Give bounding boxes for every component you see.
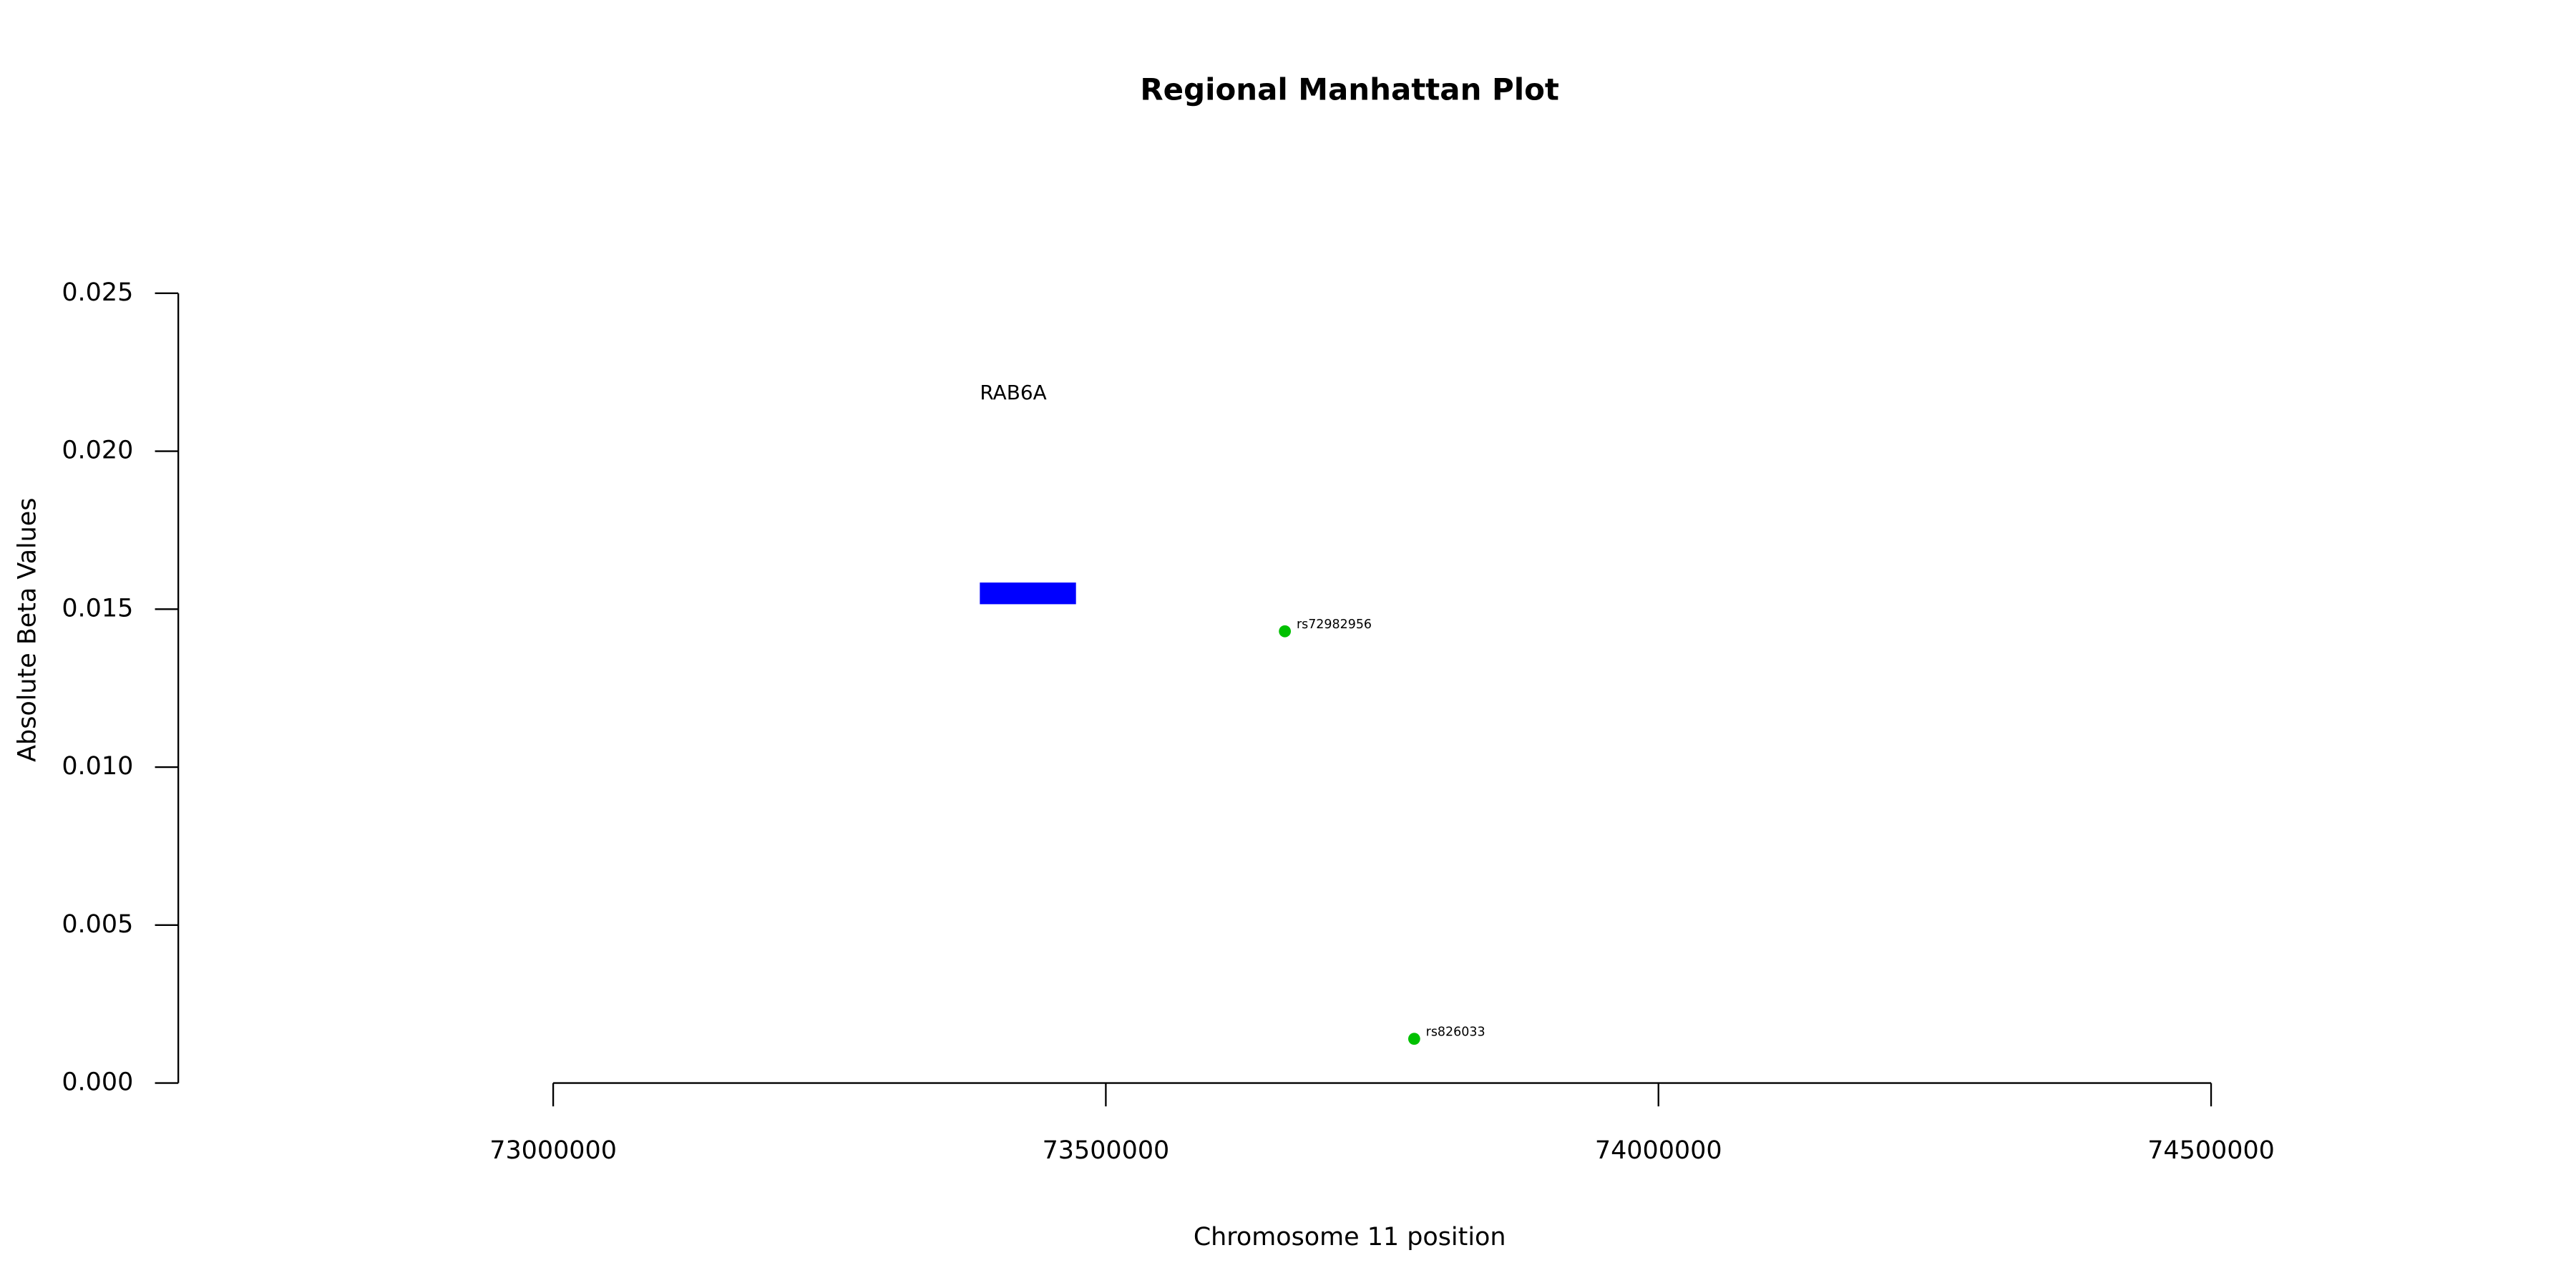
gene-label: RAB6A bbox=[980, 381, 1046, 404]
y-axis-label: Absolute Beta Values bbox=[14, 498, 42, 762]
y-tick-label: 0.000 bbox=[62, 1068, 133, 1097]
snp-label: rs72982956 bbox=[1297, 618, 1372, 632]
snp-point bbox=[1279, 625, 1292, 638]
snp-point bbox=[1407, 1033, 1420, 1045]
y-tick-label: 0.005 bbox=[62, 910, 133, 939]
x-tick-label: 74500000 bbox=[2147, 1136, 2275, 1165]
x-axis-label: Chromosome 11 position bbox=[1194, 1223, 1506, 1252]
y-tick-label: 0.010 bbox=[62, 752, 133, 781]
y-tick-label: 0.025 bbox=[62, 278, 133, 307]
snp-label: rs826033 bbox=[1426, 1025, 1485, 1039]
x-tick-label: 73000000 bbox=[489, 1136, 617, 1165]
chart-title: Regional Manhattan Plot bbox=[1140, 72, 1559, 107]
gene-bar bbox=[980, 582, 1076, 605]
x-tick-label: 74000000 bbox=[1595, 1136, 1722, 1165]
y-tick-label: 0.015 bbox=[62, 594, 133, 623]
x-tick-label: 73500000 bbox=[1043, 1136, 1170, 1165]
y-tick-label: 0.020 bbox=[62, 436, 133, 465]
